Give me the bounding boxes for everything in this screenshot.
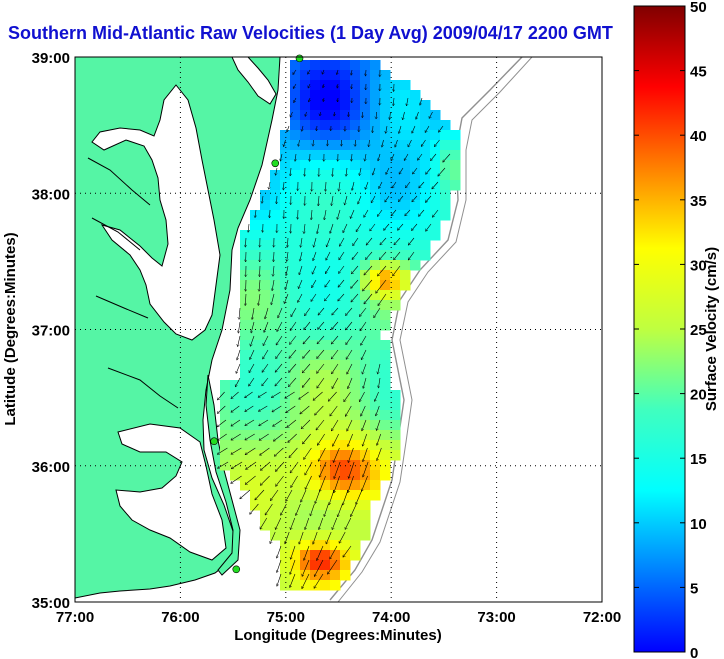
velocity-vectors bbox=[217, 69, 451, 589]
colorbar-tick-label: 20 bbox=[690, 387, 707, 404]
lon-tick-label: 77:00 bbox=[56, 609, 94, 626]
lat-tick-label: 38:00 bbox=[32, 186, 70, 203]
station-marker bbox=[210, 437, 218, 446]
colorbar-tick-label: 35 bbox=[690, 193, 707, 210]
colorbar-tick-label: 50 bbox=[690, 0, 707, 16]
lon-tick-label: 74:00 bbox=[372, 609, 410, 626]
colorbar-gradient bbox=[633, 5, 686, 653]
velocity-field bbox=[220, 60, 461, 591]
x-axis-label: Longitude (Degrees:Minutes) bbox=[234, 627, 442, 644]
colorbar-tick-label: 30 bbox=[690, 257, 707, 274]
delaware-bay bbox=[231, 57, 277, 105]
colorbar-tick-label: 5 bbox=[690, 580, 698, 597]
lon-tick-label: 73:00 bbox=[477, 609, 515, 626]
y-axis-label: Latitude (Degrees:Minutes) bbox=[2, 232, 19, 425]
map-plot bbox=[75, 57, 602, 602]
colorbar: 0 5 10 15 20 25 30 35 40 45 50 Surface Velocity (c… bbox=[633, 0, 720, 659]
map-gridlines bbox=[75, 57, 602, 602]
latitude-ticks: 39:00 38:00 37:00 36:00 35:00 bbox=[32, 50, 70, 612]
station-marker bbox=[295, 54, 304, 63]
colorbar-label: Surface Velocity (cm/s) bbox=[703, 247, 720, 411]
colorbar-tick-label: 25 bbox=[690, 322, 707, 339]
colorbar-tick-label: 10 bbox=[690, 516, 707, 533]
lon-tick-label: 76:00 bbox=[161, 609, 199, 626]
pamlico-sound bbox=[115, 423, 227, 561]
colorbar-ticks: 0 5 10 15 20 25 30 35 40 45 50 bbox=[634, 0, 707, 659]
chesapeake-bay bbox=[91, 84, 221, 341]
colorbar-tick-label: 0 bbox=[690, 645, 698, 659]
map-frame bbox=[74, 56, 603, 603]
station-marker bbox=[271, 159, 280, 168]
lat-tick-label: 35:00 bbox=[32, 595, 70, 612]
lon-tick-label: 72:00 bbox=[583, 609, 621, 626]
lat-tick-label: 37:00 bbox=[32, 323, 70, 340]
map-title: Southern Mid-Atlantic Raw Velocities (1 … bbox=[8, 23, 613, 43]
lat-tick-label: 39:00 bbox=[32, 50, 70, 67]
lon-tick-label: 75:00 bbox=[267, 609, 305, 626]
colorbar-tick-label: 45 bbox=[690, 64, 707, 81]
longitude-ticks: 77:00 76:00 75:00 74:00 73:00 72:00 bbox=[56, 609, 621, 626]
colorbar-tick-label: 40 bbox=[690, 128, 707, 145]
station-marker bbox=[232, 565, 241, 574]
lat-tick-label: 36:00 bbox=[32, 459, 70, 476]
hf-radar-stations bbox=[210, 54, 304, 574]
colorbar-tick-label: 15 bbox=[690, 451, 707, 468]
